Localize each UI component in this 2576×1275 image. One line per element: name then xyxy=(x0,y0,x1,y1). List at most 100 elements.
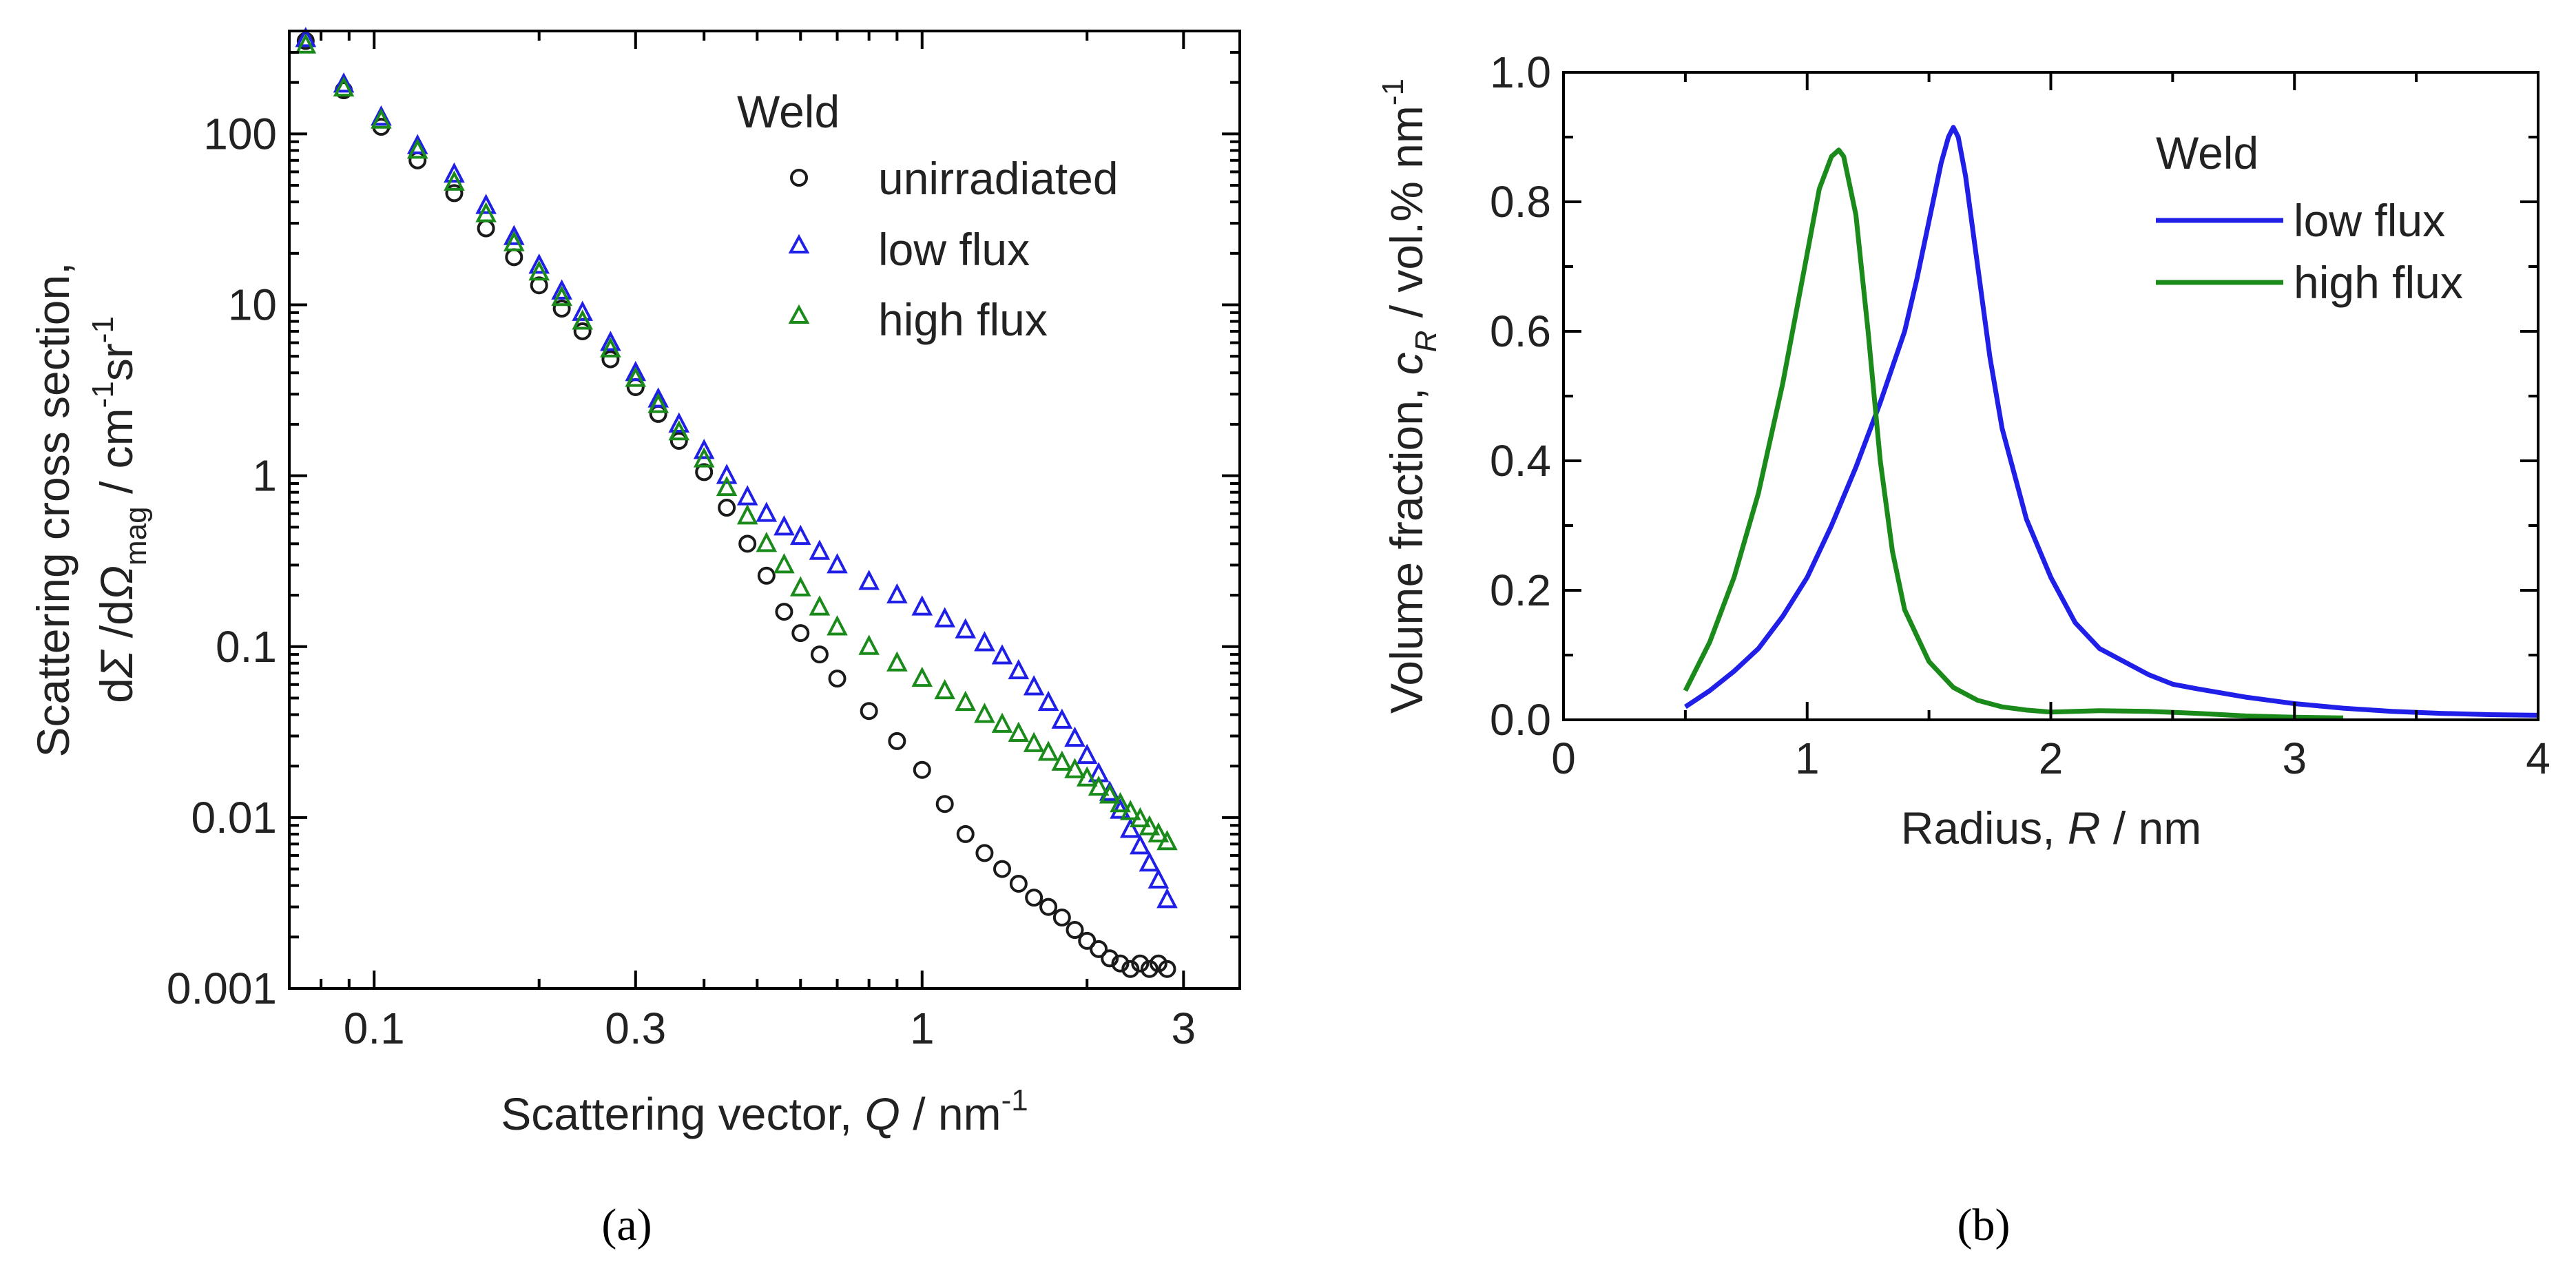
point-high-flux xyxy=(773,553,795,574)
point-high-flux xyxy=(1147,822,1170,842)
point-unirradiated xyxy=(1052,909,1071,927)
point-high-flux xyxy=(1130,807,1151,828)
point-unirradiated xyxy=(552,300,571,318)
point-low-flux xyxy=(371,105,392,126)
panel-b-y-axis-label: Volume fraction, cR / vol.% nm-1 xyxy=(1376,79,1443,714)
panel-a-y-axis-label-line2: dΣ /dΩmag / cm-1sr-1 xyxy=(86,316,153,703)
point-high-flux xyxy=(572,309,593,330)
point-high-flux xyxy=(1110,791,1131,813)
point-unirradiated xyxy=(860,702,878,721)
legend-label-high-flux: high flux xyxy=(878,294,1048,345)
point-low-flux xyxy=(668,412,690,433)
point-low-flux xyxy=(736,485,758,506)
point-low-flux xyxy=(858,570,880,590)
point-unirradiated xyxy=(1025,889,1043,907)
point-high-flux xyxy=(911,666,933,687)
point-low-flux xyxy=(991,644,1013,665)
point-high-flux xyxy=(1051,750,1073,771)
panel-b: 0 1 2 3 4 0.0 0.2 0.4 0.6 0.8 1.0 Weld low flux hi… xyxy=(1376,48,2551,1250)
point-high-flux xyxy=(886,651,908,672)
point-high-flux xyxy=(406,138,428,159)
legend-label-low-flux: low flux xyxy=(878,224,1030,275)
series-line-low-flux xyxy=(1683,125,2539,718)
point-high-flux xyxy=(371,108,392,129)
point-high-flux xyxy=(1008,721,1030,742)
point-unirradiated xyxy=(1078,931,1097,950)
point-high-flux xyxy=(551,285,572,307)
point-high-flux xyxy=(1037,740,1059,761)
point-low-flux xyxy=(572,300,593,321)
x-tick-label: 0.3 xyxy=(605,1004,666,1053)
y-tick-label: 1.0 xyxy=(1490,48,1551,97)
y-tick-label: 1 xyxy=(252,451,277,501)
point-low-flux xyxy=(1156,888,1178,909)
panel-a-legend: Weld unirradiated low flux high flux xyxy=(737,86,1119,345)
point-low-flux xyxy=(444,162,465,183)
x-tick-label: 1 xyxy=(910,1004,935,1053)
point-low-flux xyxy=(886,583,908,604)
point-low-flux xyxy=(295,27,317,48)
panel-a-ticks: 0.1 0.3 1 3 0.001 0.01 0.1 1 10 100 xyxy=(167,30,1240,1053)
panel-a-x-axis-label: Scattering vector, Q / nm-1 xyxy=(501,1084,1028,1139)
point-unirradiated xyxy=(1039,898,1058,916)
y-tick-label: 0.1 xyxy=(216,622,277,672)
y-tick-label: 10 xyxy=(228,280,277,330)
point-low-flux xyxy=(1130,834,1151,855)
y-tick-label: 0.0 xyxy=(1490,695,1551,745)
point-low-flux xyxy=(1139,851,1161,872)
y-tick-label: 0.8 xyxy=(1490,177,1551,227)
x-tick-label: 3 xyxy=(1172,1004,1196,1053)
x-tick-label: 1 xyxy=(1795,734,1820,783)
point-high-flux xyxy=(1076,766,1098,787)
point-high-flux xyxy=(1099,783,1121,804)
point-high-flux xyxy=(444,170,465,191)
point-low-flux xyxy=(1008,659,1030,680)
x-tick-label: 3 xyxy=(2282,734,2307,783)
point-unirradiated xyxy=(828,670,846,688)
point-high-flux xyxy=(827,615,848,636)
point-low-flux xyxy=(551,279,572,300)
panel-a-frame xyxy=(288,30,1241,990)
panel-a-caption: (a) xyxy=(601,1200,652,1250)
point-high-flux xyxy=(756,532,778,552)
point-unirradiated xyxy=(935,795,954,813)
legend-label-high-flux-b: high flux xyxy=(2294,257,2463,308)
point-high-flux xyxy=(974,703,995,723)
point-unirradiated xyxy=(993,860,1012,878)
panel-b-caption: (b) xyxy=(1957,1200,2011,1250)
point-unirradiated xyxy=(669,431,688,450)
point-low-flux xyxy=(1110,798,1131,819)
x-tick-label: 0 xyxy=(1551,734,1576,783)
point-low-flux xyxy=(600,331,621,351)
point-unirradiated xyxy=(505,248,523,267)
y-tick-label: 0.01 xyxy=(191,793,277,842)
legend-label-low-flux-b: low flux xyxy=(2294,195,2445,246)
point-unirradiated xyxy=(791,624,810,643)
point-high-flux xyxy=(647,393,669,413)
point-unirradiated xyxy=(888,732,906,750)
point-low-flux xyxy=(503,225,525,245)
point-high-flux xyxy=(503,231,525,251)
point-unirradiated xyxy=(408,151,427,169)
x-tick-label: 2 xyxy=(2039,734,2064,783)
panel-a-y-axis-label: Scattering cross section, dΣ /dΩmag / cm… xyxy=(28,262,153,758)
point-unirradiated xyxy=(530,276,548,295)
point-high-flux xyxy=(668,419,690,441)
point-low-flux xyxy=(1119,818,1141,838)
point-unirradiated xyxy=(775,603,793,621)
point-low-flux xyxy=(756,501,778,522)
point-high-flux xyxy=(600,337,621,357)
point-high-flux xyxy=(789,576,811,597)
point-low-flux xyxy=(827,553,848,574)
panel-a: 0.1 0.3 1 3 0.001 0.01 0.1 1 10 100 Weld unirradi… xyxy=(28,27,1241,1250)
point-low-flux xyxy=(1051,708,1073,729)
point-low-flux xyxy=(475,194,497,214)
point-unirradiated xyxy=(1066,921,1084,940)
point-low-flux xyxy=(625,360,647,382)
point-high-flux xyxy=(625,366,647,387)
point-unirradiated xyxy=(913,760,931,779)
point-unirradiated xyxy=(1140,960,1159,978)
panel-b-legend-title: Weld xyxy=(2156,127,2258,178)
legend-marker-unirradiated xyxy=(790,169,808,187)
point-low-flux xyxy=(333,72,355,93)
